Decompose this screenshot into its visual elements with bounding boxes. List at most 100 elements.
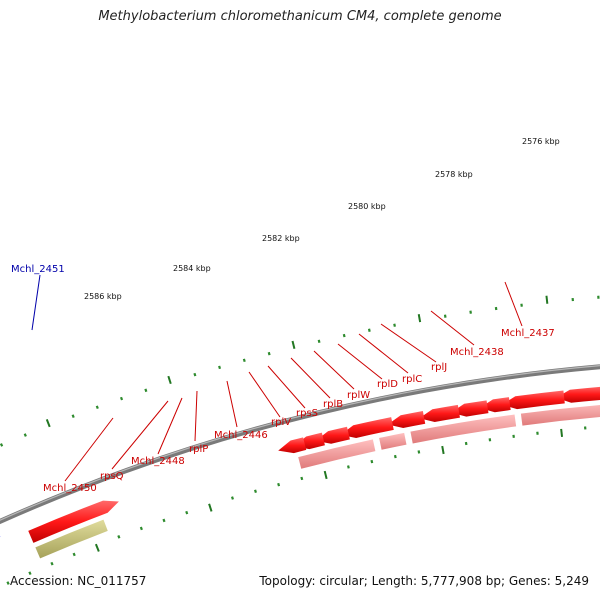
reverse-gene [520,405,600,426]
scale-tick [167,375,172,385]
leader-line [248,371,281,418]
forward-gene [340,417,394,438]
leader-line [226,380,238,428]
leader-line [337,343,383,380]
gene-label: rplW [347,390,370,401]
leader-line [64,417,114,482]
scale-tick [560,428,564,438]
backbone-arc [0,364,600,525]
scale-tick [218,365,222,370]
scale-tick [162,518,166,523]
forward-gene [501,390,565,410]
scale-tick [185,510,189,515]
gene-label: rpsQ [100,471,124,482]
gene-label: Mchl_2450 [43,483,97,494]
map-title: Methylobacterium chloromethanicum CM4, c… [98,9,502,24]
backbone-highlight [0,365,600,521]
forward-gene [278,437,307,454]
leader-line [313,350,355,390]
blue-gene [0,536,1,538]
gene-label: rplP [189,444,208,455]
scale-tick [72,552,76,557]
gene-label: rplD [377,379,398,390]
scale-tick [230,496,234,500]
scale-tick-label: 2582 kbp [262,234,300,243]
scale-tick [367,328,371,332]
leader-line [504,281,523,327]
accession-text: Accession: NC_011757 [10,574,147,588]
gene-label: rplB [323,399,343,410]
scale-tick [208,503,213,512]
scale-tick [119,396,124,401]
scale-tick [45,419,51,428]
gene-label: Mchl_2446 [214,430,268,441]
scale-tick [545,295,549,304]
scale-tick [317,339,321,343]
forward-gene [387,410,426,428]
leader-line [157,397,183,455]
gene-label: Mchl_2437 [501,328,555,339]
scale-tick [242,358,246,363]
scale-tick [193,372,197,377]
gene-label: rplV [271,417,291,428]
forward-gene [450,400,489,417]
scale-tick-label: 2578 kbp [435,170,473,179]
reverse-gene [379,432,407,450]
scale-tick [50,561,54,566]
scale-tick-label: 2584 kbp [173,264,211,273]
outer-scale-ticks [0,295,600,447]
gene-features [0,386,600,559]
gene-label: Mchl_2451 [11,264,65,275]
leader-line [290,357,331,399]
scale-tick [71,414,75,418]
reverse-gene [410,414,517,444]
leader-line [111,400,169,470]
scale-tick [347,465,350,469]
scale-tick-label: 2586 kbp [84,292,122,301]
leader-line [430,310,475,346]
scale-tick [0,443,4,447]
scale-tick [94,543,100,552]
inner-scale-ticks [6,426,587,585]
genome-backbone [0,364,600,525]
gene-label: Mchl_2438 [450,347,504,358]
leader-line [380,323,437,363]
scale-tick [139,526,143,531]
leader-line [194,390,198,442]
scale-tick [441,445,445,455]
forward-gene [315,426,350,444]
forward-gene [556,386,600,403]
forward-gene [28,500,119,543]
scale-tick [254,489,257,493]
scale-tick-label: 2580 kbp [348,202,386,211]
olive-gene [35,519,108,559]
scale-tick-labels: 2576 kbp 2578 kbp 2580 kbp 2582 kbp 2584 kbp… [84,137,560,301]
leader-line [358,333,409,374]
scale-tick [6,581,10,585]
scale-tick-label: 2576 kbp [522,137,560,146]
scale-tick [28,571,32,576]
scale-tick [393,454,397,459]
label-leader-lines [31,274,523,482]
scale-tick [23,433,27,437]
scale-tick [417,450,421,454]
reverse-gene [298,439,376,469]
scale-tick [370,459,374,464]
scale-tick [277,482,281,487]
forward-gene [419,404,460,423]
scale-tick [323,470,328,480]
gene-label: rpsS [296,408,318,419]
scale-tick [300,476,304,481]
gene-label: Mchl_2448 [131,456,185,467]
scale-tick [393,323,396,327]
leader-line [267,365,306,409]
gene-label: rplJ [431,362,447,373]
scale-tick [342,333,346,338]
scale-tick [117,535,121,539]
scale-tick [144,388,148,393]
gene-label: rplC [402,374,422,385]
leader-line [31,274,41,331]
scale-tick [267,351,271,356]
